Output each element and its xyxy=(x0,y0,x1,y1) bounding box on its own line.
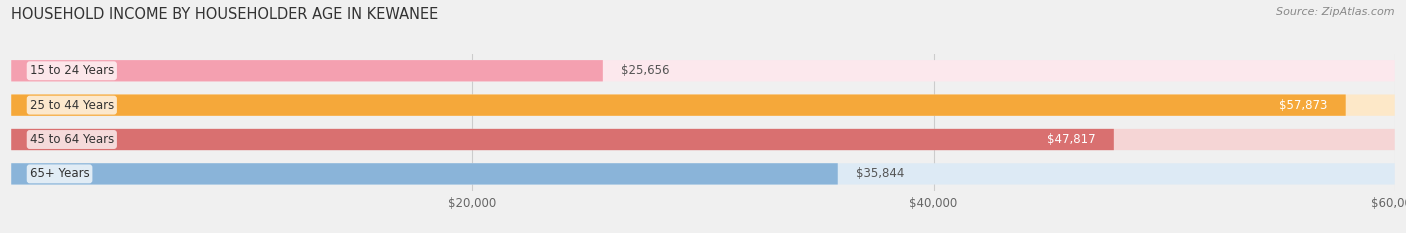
Text: $47,817: $47,817 xyxy=(1046,133,1095,146)
FancyBboxPatch shape xyxy=(11,163,1395,185)
FancyBboxPatch shape xyxy=(11,60,603,81)
Text: $57,873: $57,873 xyxy=(1279,99,1327,112)
FancyBboxPatch shape xyxy=(11,129,1114,150)
Text: 65+ Years: 65+ Years xyxy=(30,167,90,180)
Text: 15 to 24 Years: 15 to 24 Years xyxy=(30,64,114,77)
Text: $35,844: $35,844 xyxy=(856,167,904,180)
Text: $25,656: $25,656 xyxy=(621,64,669,77)
FancyBboxPatch shape xyxy=(11,95,1395,116)
Text: 25 to 44 Years: 25 to 44 Years xyxy=(30,99,114,112)
FancyBboxPatch shape xyxy=(11,129,1395,150)
FancyBboxPatch shape xyxy=(11,60,1395,81)
Text: 45 to 64 Years: 45 to 64 Years xyxy=(30,133,114,146)
FancyBboxPatch shape xyxy=(11,163,838,185)
FancyBboxPatch shape xyxy=(11,95,1346,116)
Text: Source: ZipAtlas.com: Source: ZipAtlas.com xyxy=(1277,7,1395,17)
Text: HOUSEHOLD INCOME BY HOUSEHOLDER AGE IN KEWANEE: HOUSEHOLD INCOME BY HOUSEHOLDER AGE IN K… xyxy=(11,7,439,22)
